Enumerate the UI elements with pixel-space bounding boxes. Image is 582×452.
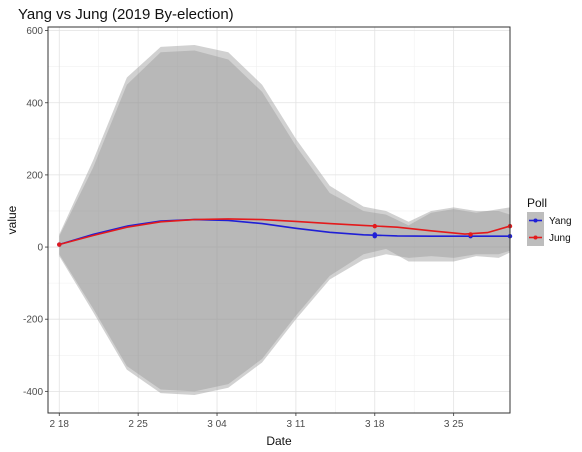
x-axis-title: Date — [266, 434, 292, 448]
x-tick-label: 3 18 — [365, 419, 385, 430]
legend-key-point — [533, 235, 538, 240]
y-tick-label: 200 — [26, 170, 43, 181]
data-point-jung — [57, 242, 62, 247]
data-point-yang — [372, 232, 377, 237]
plot-panel-border — [47, 26, 511, 414]
x-tick-label: 3 25 — [444, 419, 464, 430]
chart-title: Yang vs Jung (2019 By-election) — [18, 6, 234, 23]
y-axis-title: value — [5, 205, 19, 234]
legend-label-yang: Yang — [549, 216, 572, 227]
y-tick-label: -400 — [23, 387, 43, 398]
x-tick-label: 2 25 — [128, 419, 148, 430]
y-tick-label: 0 — [37, 243, 43, 254]
y-tick-label: -200 — [23, 315, 43, 326]
legend-key-point — [533, 218, 538, 223]
y-tick-label: 400 — [26, 98, 43, 109]
legend: Poll Yang Jung — [527, 196, 572, 246]
data-point-jung — [468, 232, 473, 237]
series-line-yang — [59, 218, 510, 246]
data-points — [57, 223, 513, 247]
x-tick-label: 3 11 — [287, 419, 306, 430]
axes: -400 -200 0 200 400 600 2 18 2 25 3 04 3 11 3 18 3 … — [23, 26, 464, 430]
x-tick-label: 2 18 — [50, 419, 70, 430]
data-point-jung — [372, 223, 377, 229]
series-lines — [59, 218, 511, 246]
legend-title: Poll — [527, 196, 547, 210]
series-line-jung — [59, 218, 511, 246]
y-tick-label: 600 — [26, 26, 43, 37]
legend-label-jung: Jung — [549, 233, 571, 244]
x-tick-label: 3 04 — [207, 419, 227, 430]
